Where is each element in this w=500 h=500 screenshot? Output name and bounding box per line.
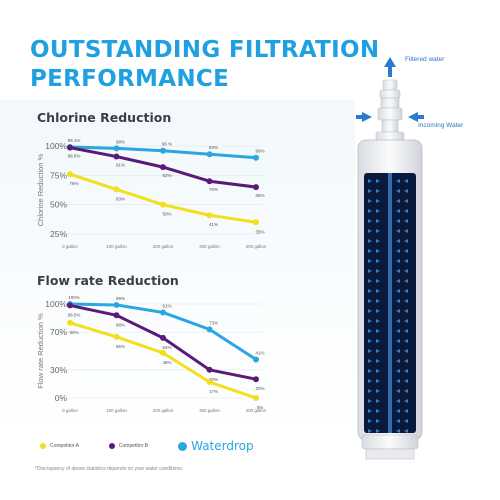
competitor_a-data-label: 17% [209, 389, 218, 394]
x-tick-label: 200 gallon [153, 408, 174, 413]
brand-data-label: 99% [116, 296, 125, 301]
competitor_a-data-label: 35% [255, 229, 264, 234]
x-tick-label: 400 gallon [246, 408, 267, 413]
y-axis-label: Flow rate Reduction % [36, 313, 45, 389]
competitor_b-data-label: 30% [209, 377, 218, 382]
competitor_b-point [67, 144, 73, 151]
brand-point [113, 145, 120, 152]
brand-point [113, 301, 120, 308]
brand-point [160, 309, 166, 316]
brand-point [253, 356, 259, 363]
y-tick-label: 100% [45, 141, 67, 151]
competitor_a-point [113, 333, 120, 340]
y-tick-label: 0% [55, 393, 68, 403]
competitor_b-point [113, 312, 120, 319]
filter-cartridge-icon [356, 57, 424, 460]
competitor_a-data-label: 50% [162, 212, 171, 217]
competitor-b-swatch [108, 443, 115, 449]
competitor_a-data-label: 48% [162, 360, 171, 365]
competitor_b-point [160, 164, 166, 171]
competitor_a-point [67, 171, 73, 178]
y-tick-label: 100% [45, 299, 67, 309]
y-tick-label: 75% [50, 170, 67, 180]
x-tick-label: 300 gallon [199, 244, 220, 249]
brand-data-label: 98% [116, 139, 125, 144]
legend: Competitor A Competitor B Waterdrop [40, 437, 284, 455]
competitor_b-data-label: 65% [255, 193, 264, 198]
competitor_b-data-label: 20% [255, 386, 264, 391]
competitor_a-point [160, 201, 166, 208]
x-tick-label: 400 gallon [246, 244, 267, 249]
competitor_a-data-label: 63% [116, 196, 125, 201]
brand-data-label: 93% [209, 145, 218, 150]
x-tick-label: 100 gallon [106, 244, 127, 249]
brand-point [206, 326, 213, 333]
competitor_a-data-label: 0% [257, 405, 264, 410]
legend-competitor-a-label: Competitor A [50, 443, 79, 449]
flow-rate-reduction-chart: Flow rate Reduction %100%70%30%0%0 gallo… [36, 295, 267, 413]
competitor_a-point [206, 379, 213, 386]
competitor_b-data-label: 88% [116, 322, 125, 327]
competitor_a-point [113, 186, 120, 193]
competitor_a-point [67, 319, 73, 326]
competitor_a-point [160, 349, 166, 356]
competitor_b-point [253, 376, 259, 383]
competitor_a-point [206, 212, 213, 219]
x-tick-label: 200 gallon [153, 244, 174, 249]
competitor_a-data-label: 76% [69, 181, 78, 186]
brand-data-label: 73% [209, 320, 218, 325]
disclaimer: *Discrepancy of above statistics depends… [35, 466, 184, 472]
competitor_a-point [253, 395, 259, 401]
legend-competitor-b: Competitor B [108, 443, 149, 449]
competitor_a-data-label: 41% [209, 222, 218, 227]
brand-point [253, 154, 259, 161]
competitor_b-point [206, 178, 213, 185]
competitor_b-point [113, 153, 120, 160]
y-tick-label: 50% [50, 200, 67, 210]
flow-chart-title: Flow rate Reduction [37, 273, 179, 288]
chlorine-reduction-chart: Chlorine Reduction %100% 75% 50% 25% 0 gallo… [36, 138, 267, 249]
competitor_b-data-label: 64% [162, 345, 171, 350]
competitor_a-point [253, 219, 259, 226]
background-band [0, 100, 355, 430]
x-tick-label: 0 gallon [62, 244, 78, 249]
brand-data-label: 100% [68, 295, 80, 300]
competitor_b-point [160, 334, 166, 341]
y-tick-label: 70% [50, 327, 67, 337]
competitor-a-swatch [40, 443, 46, 449]
incoming-water-label: Incoming Water [418, 122, 464, 129]
brand-data-label: 91% [162, 303, 171, 308]
brand-data-label: 41% [255, 350, 264, 355]
competitor_b-data-label: 82% [162, 173, 171, 178]
brand-swatch [178, 441, 188, 451]
y-tick-label: 25% [50, 229, 67, 239]
legend-brand: Waterdrop [178, 439, 254, 453]
brand-point [206, 151, 213, 158]
x-tick-label: 300 gallon [199, 408, 220, 413]
brand-data-label: 96 % [162, 142, 172, 147]
x-tick-label: 100 gallon [106, 408, 127, 413]
legend-brand-label: Waterdrop [191, 439, 254, 453]
competitor_a-data-label: 80% [69, 330, 78, 335]
filtered-water-label: Filtered water [405, 56, 445, 63]
chlorine-chart-title: Chlorine Reduction [37, 110, 172, 125]
brand-point [160, 147, 166, 154]
x-tick-label: 0 gallon [62, 408, 78, 413]
y-tick-label: 30% [50, 365, 67, 375]
legend-competitor-b-label: Competitor B [118, 443, 149, 449]
competitor_a-data-label: 65% [116, 344, 125, 349]
competitor_b-data-label: 70% [209, 187, 218, 192]
competitor_b-point [206, 366, 213, 373]
brand-data-label: 90% [255, 149, 264, 154]
brand-data-label: 99.1% [68, 138, 81, 143]
competitor_b-data-label: 98.5% [68, 312, 81, 317]
competitor_b-data-label: 91% [116, 163, 125, 168]
competitor_b-data-label: 98.6% [68, 154, 81, 159]
competitor_b-point [67, 302, 73, 309]
competitor_b-point [253, 184, 259, 191]
legend-competitor-a: Competitor A [40, 443, 79, 449]
y-axis-label: Chlorine Reduction % [36, 153, 45, 226]
headline: OUTSTANDING FILTRATION PERFORMANCE [30, 37, 380, 92]
